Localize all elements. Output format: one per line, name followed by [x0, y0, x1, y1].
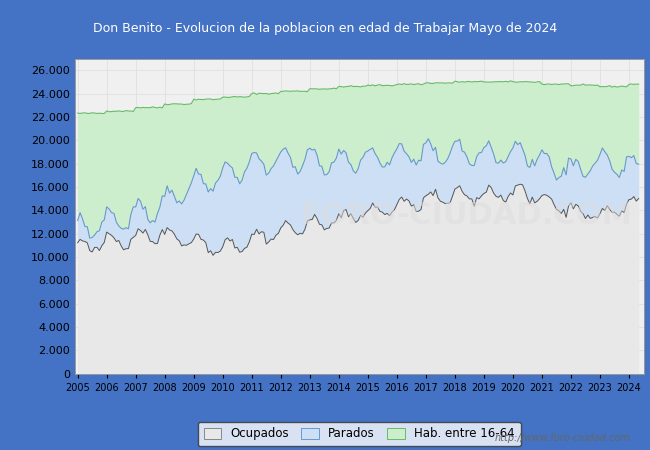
- Legend: Ocupados, Parados, Hab. entre 16-64: Ocupados, Parados, Hab. entre 16-64: [198, 422, 521, 446]
- Text: Don Benito - Evolucion de la poblacion en edad de Trabajar Mayo de 2024: Don Benito - Evolucion de la poblacion e…: [93, 22, 557, 35]
- Text: FORO-CIUDAD.COM: FORO-CIUDAD.COM: [300, 202, 632, 230]
- Text: http://www.foro-ciudad.com: http://www.foro-ciudad.com: [495, 433, 630, 443]
